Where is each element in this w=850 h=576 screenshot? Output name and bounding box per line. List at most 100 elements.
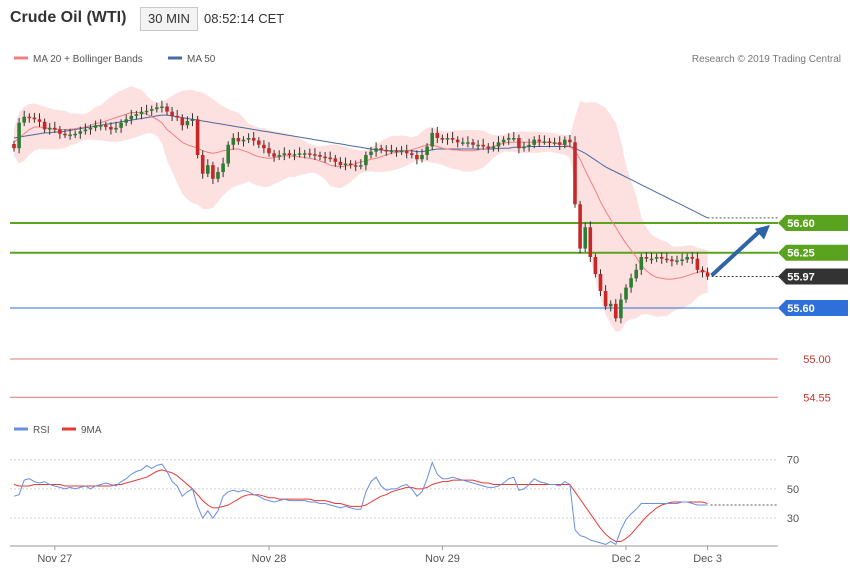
candle-body [104, 125, 108, 127]
candle-body [700, 269, 705, 273]
candle-body [425, 146, 429, 155]
rsi-panel: 30 50 70 [10, 455, 799, 546]
candle-body [568, 139, 572, 143]
candle-body [328, 157, 332, 160]
level-label-54.55: 54.55 [803, 392, 831, 404]
candle-body [27, 116, 32, 119]
candles [12, 100, 710, 324]
candle-body [675, 260, 679, 262]
candle-body [563, 139, 567, 145]
candle-body [598, 274, 603, 291]
candle-body [88, 127, 93, 130]
candle-body [588, 227, 593, 257]
candle-body [58, 129, 62, 134]
candle-body [496, 142, 501, 147]
candle-body [211, 165, 215, 179]
candle-body [144, 110, 149, 113]
candle-body [282, 153, 287, 155]
level-label-55.00: 55.00 [803, 354, 831, 366]
candle-body [343, 163, 348, 166]
candle-body [53, 127, 57, 130]
candle-body [506, 138, 511, 140]
candle-body [119, 122, 123, 128]
candle-body [685, 257, 689, 260]
candle-body [155, 107, 159, 110]
candle-body [22, 116, 26, 123]
candle-body [552, 142, 557, 144]
level-label-55.60: 55.60 [787, 303, 815, 315]
candle-body [323, 156, 327, 159]
candle-body [583, 227, 587, 249]
candle-body [573, 142, 577, 205]
candle-body [236, 138, 241, 142]
candle-body [78, 131, 83, 134]
timeframe-selector[interactable]: 30 MIN [140, 7, 198, 31]
candle-body [532, 139, 536, 145]
candle-body [455, 139, 460, 143]
rsi-ma-legend-label: 9MA [81, 425, 102, 436]
candle-body [415, 155, 419, 160]
candle-body [83, 129, 88, 132]
candle-body [206, 165, 210, 174]
candle-body [114, 127, 118, 130]
candle-body [379, 148, 383, 150]
candle-body [195, 119, 200, 155]
candle-body [241, 139, 246, 142]
projection-arrow-head [754, 225, 770, 240]
candle-body [73, 133, 77, 136]
candle-body [670, 259, 674, 262]
candle-body [68, 134, 72, 137]
candle-body [430, 132, 434, 147]
candle-body [12, 144, 16, 149]
candle-body [216, 172, 220, 179]
candle-body [471, 142, 475, 145]
candle-body [654, 257, 659, 259]
candle-body [134, 114, 139, 116]
candle-body [690, 257, 695, 259]
level-label-56.60: 56.60 [787, 218, 815, 230]
level-tag-56.60 [778, 215, 848, 231]
candle-body [175, 115, 179, 118]
rsi-tick-70: 70 [787, 455, 799, 467]
rsi-ma-line [13, 469, 708, 542]
x-tick-label: Nov 29 [425, 553, 460, 565]
candle-body [257, 140, 261, 145]
x-axis: Nov 27 Nov 28 Nov 29 Dec 2 Dec 3 [10, 545, 778, 565]
x-tick-label: Nov 28 [252, 553, 287, 565]
candle-body [32, 117, 37, 120]
candle-body [308, 153, 312, 155]
candle-body [578, 204, 582, 249]
candle-body [47, 127, 52, 130]
rsi-tick-50: 50 [787, 484, 799, 496]
candle-body [680, 259, 684, 261]
candle-body [149, 109, 154, 111]
candle-body [466, 142, 470, 144]
candle-body [292, 154, 297, 156]
candle-body [124, 119, 128, 123]
x-tick-label: Dec 3 [693, 553, 722, 565]
candle-body [440, 138, 445, 140]
candle-body [659, 257, 664, 259]
candle-body [246, 138, 251, 140]
candle-body [614, 303, 618, 319]
price-panel: 56.60 56.25 55.97 55.60 55.00 54.55 [10, 86, 848, 404]
level-tag-56.25 [778, 244, 848, 261]
candle-body [226, 144, 230, 164]
candle-body [547, 141, 552, 143]
candle-body [501, 139, 506, 143]
projection-arrow-shaft [710, 229, 762, 277]
x-tick-label: Nov 27 [37, 553, 72, 565]
candle-body [42, 121, 47, 130]
candle-body [461, 142, 465, 144]
candle-body [603, 291, 608, 307]
candle-body [98, 125, 103, 127]
candle-body [374, 148, 378, 152]
candle-body [338, 161, 343, 166]
candle-body [272, 153, 276, 157]
candle-body [481, 144, 485, 147]
candle-body [644, 257, 649, 259]
candle-body [486, 146, 491, 149]
level-label-55.97: 55.97 [787, 272, 815, 284]
candle-body [450, 138, 455, 140]
